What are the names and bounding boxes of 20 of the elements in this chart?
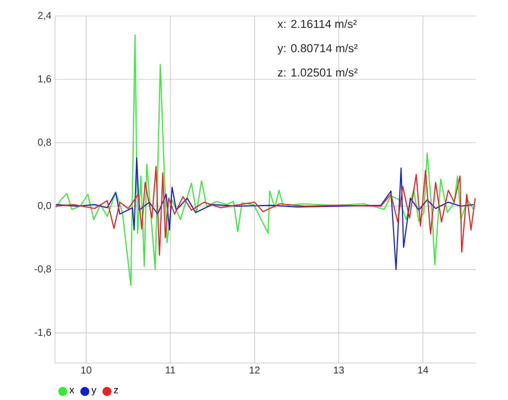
x-tick-label: 13 (334, 366, 344, 374)
x-tick-label: 11 (166, 366, 176, 374)
y-tick-label: 2,4 (38, 12, 52, 20)
x-tick-label: 14 (418, 366, 428, 374)
x-tick-label: 10 (81, 366, 92, 374)
annotation: z: 1.02501 m/s² (278, 68, 358, 77)
legend-label: z (114, 388, 118, 394)
y-tick-label: -0,8 (34, 265, 52, 274)
line-series (55, 34, 474, 286)
legend-label: y (91, 388, 96, 396)
y-tick-label: -1,6 (34, 328, 52, 338)
line-series (55, 166, 476, 256)
y-tick-label: 1,6 (38, 75, 52, 84)
annotation: x: 2.16114 m/s² (278, 20, 357, 28)
y-tick-label: 0,0 (38, 202, 52, 210)
y-tick-label: 0,8 (38, 138, 52, 147)
legend-label: x (69, 388, 74, 394)
annotation: y: 0.80714 m/s² (277, 44, 358, 55)
line-series (55, 157, 474, 270)
x-tick-label: 12 (250, 366, 260, 374)
